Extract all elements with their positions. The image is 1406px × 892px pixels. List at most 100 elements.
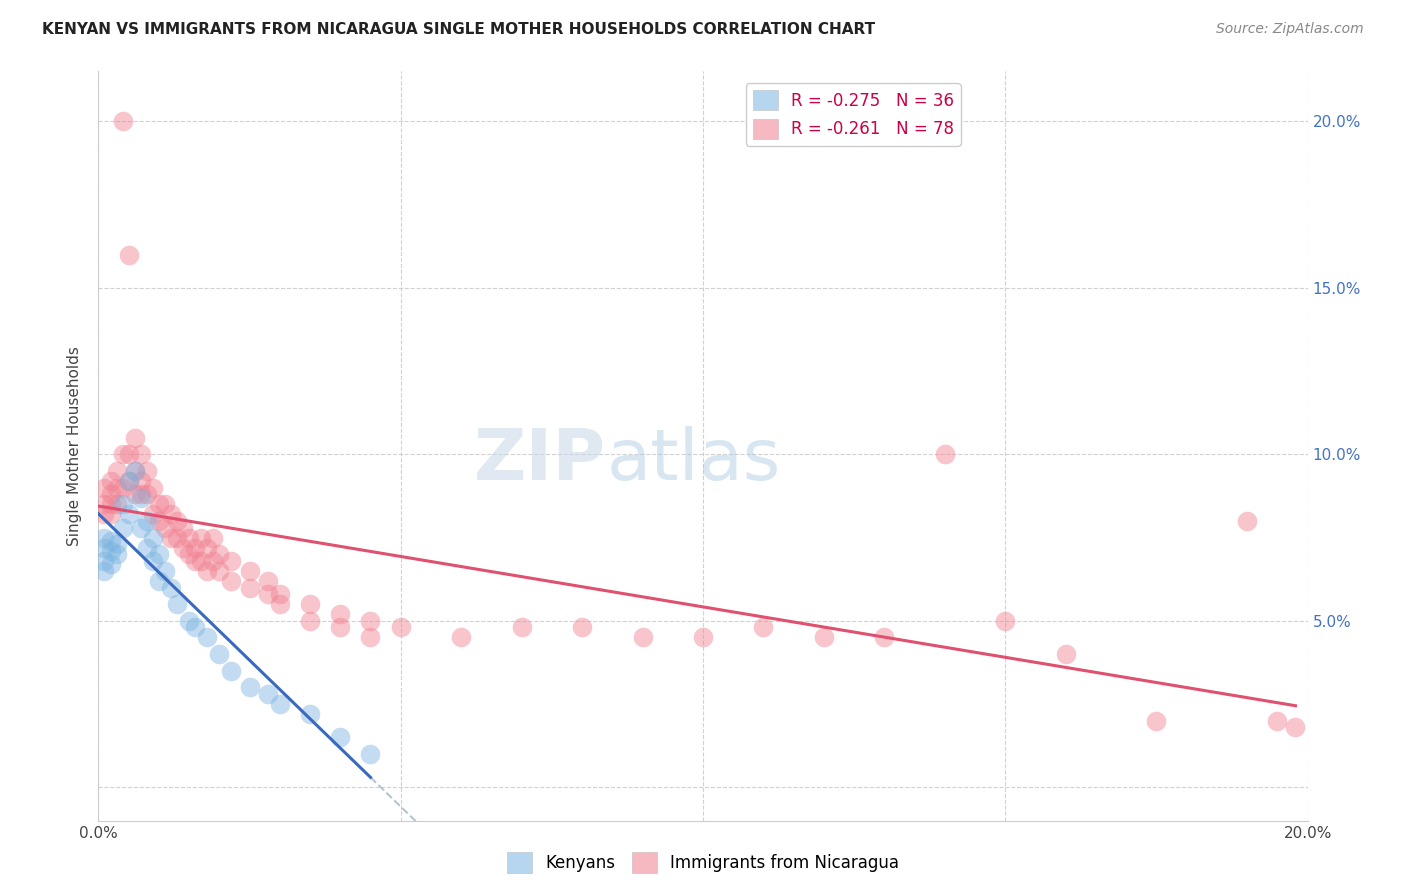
Point [160, 581, 183, 595]
Point [256, 587, 278, 601]
Point [299, 614, 322, 628]
Point [239, 581, 262, 595]
Point [221, 554, 243, 568]
Point [100, 497, 122, 511]
Point [105, 497, 128, 511]
Point [752, 620, 775, 634]
Point [148, 497, 170, 511]
Point [135, 487, 157, 501]
Legend: Kenyans, Immigrants from Nicaragua: Kenyans, Immigrants from Nicaragua [501, 846, 905, 880]
Point [135, 541, 157, 555]
Point [329, 607, 352, 622]
Point [1284, 720, 1306, 734]
Point [93, 541, 115, 555]
Point [100, 508, 122, 522]
Point [692, 631, 714, 645]
Point [153, 520, 176, 534]
Point [172, 541, 194, 555]
Text: Source: ZipAtlas.com: Source: ZipAtlas.com [1216, 22, 1364, 37]
Point [360, 631, 382, 645]
Point [813, 631, 835, 645]
Point [269, 587, 291, 601]
Point [195, 564, 218, 578]
Point [873, 631, 896, 645]
Point [129, 487, 152, 501]
Point [299, 597, 322, 611]
Text: KENYAN VS IMMIGRANTS FROM NICARAGUA SINGLE MOTHER HOUSEHOLDS CORRELATION CHART: KENYAN VS IMMIGRANTS FROM NICARAGUA SING… [42, 22, 876, 37]
Point [195, 541, 218, 555]
Point [269, 697, 291, 711]
Point [239, 681, 262, 695]
Point [148, 514, 170, 528]
Point [118, 447, 141, 461]
Point [93, 531, 115, 545]
Legend: R = -0.275   N = 36, R = -0.261   N = 78: R = -0.275 N = 36, R = -0.261 N = 78 [747, 84, 960, 145]
Point [184, 554, 207, 568]
Point [166, 514, 188, 528]
Point [129, 474, 152, 488]
Point [166, 531, 188, 545]
Point [179, 614, 201, 628]
Point [179, 531, 201, 545]
Point [299, 707, 322, 722]
Text: ZIP: ZIP [474, 426, 606, 495]
Point [221, 664, 243, 678]
Point [934, 447, 956, 461]
Point [93, 497, 115, 511]
Point [208, 647, 231, 661]
Point [118, 508, 141, 522]
Point [190, 554, 212, 568]
Point [1236, 514, 1258, 528]
Point [111, 497, 134, 511]
Point [111, 520, 134, 534]
Point [100, 533, 122, 548]
Point [571, 620, 593, 634]
Point [160, 508, 183, 522]
Point [360, 747, 382, 761]
Point [118, 474, 141, 488]
Point [256, 574, 278, 588]
Point [142, 531, 165, 545]
Point [256, 687, 278, 701]
Point [93, 508, 115, 522]
Point [135, 464, 157, 478]
Point [208, 564, 231, 578]
Point [118, 247, 141, 261]
Point [142, 554, 165, 568]
Point [148, 547, 170, 561]
Point [129, 447, 152, 461]
Point [100, 487, 122, 501]
Y-axis label: Single Mother Households: Single Mother Households [67, 346, 83, 546]
Point [184, 620, 207, 634]
Point [100, 544, 122, 558]
Point [124, 464, 146, 478]
Point [202, 531, 225, 545]
Point [166, 597, 188, 611]
Point [129, 491, 152, 505]
Point [124, 487, 146, 501]
Point [160, 531, 183, 545]
Point [195, 631, 218, 645]
Point [111, 481, 134, 495]
Point [105, 547, 128, 561]
Point [153, 564, 176, 578]
Point [329, 620, 352, 634]
Point [994, 614, 1017, 628]
Point [360, 614, 382, 628]
Point [100, 474, 122, 488]
Point [100, 558, 122, 572]
Point [105, 481, 128, 495]
Point [329, 731, 352, 745]
Point [111, 447, 134, 461]
Point [172, 520, 194, 534]
Point [148, 574, 170, 588]
Point [221, 574, 243, 588]
Point [239, 564, 262, 578]
Point [184, 541, 207, 555]
Point [510, 620, 533, 634]
Point [93, 481, 115, 495]
Point [631, 631, 654, 645]
Point [142, 481, 165, 495]
Point [269, 597, 291, 611]
Point [389, 620, 412, 634]
